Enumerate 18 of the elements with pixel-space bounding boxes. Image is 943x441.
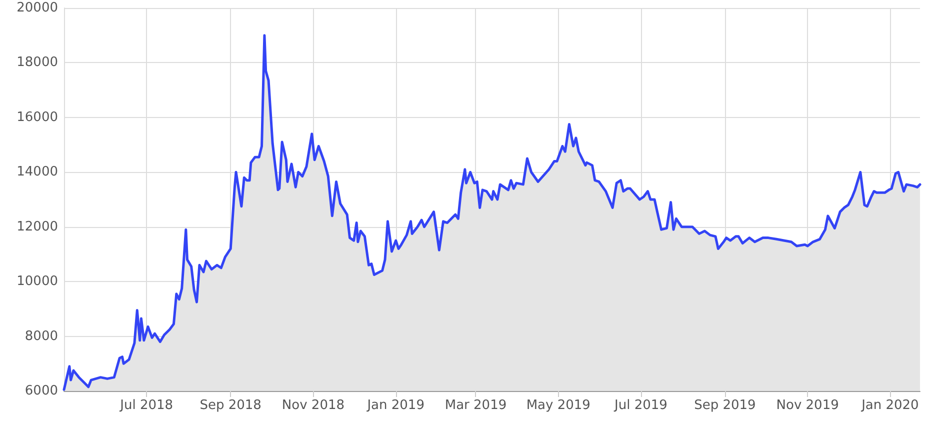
x-tick-label: Sep 2019 xyxy=(694,398,756,413)
y-tick-label: 8000 xyxy=(24,328,58,344)
x-tick-label: Jul 2019 xyxy=(614,398,668,413)
x-tick-label: Nov 2018 xyxy=(282,398,345,413)
y-tick-label: 12000 xyxy=(16,219,58,234)
y-tick-label: 14000 xyxy=(16,164,58,180)
x-tick-label: Nov 2019 xyxy=(776,398,839,413)
x-tick-label: May 2019 xyxy=(526,398,590,413)
x-tick-label: Jan 2019 xyxy=(366,398,424,413)
x-tick-label: Sep 2018 xyxy=(200,398,262,413)
x-tick-label: Mar 2019 xyxy=(444,398,507,413)
x-tick-label: Jul 2018 xyxy=(119,398,174,413)
x-tick-label: Jan 2020 xyxy=(860,398,919,413)
y-tick-label: 10000 xyxy=(16,274,58,290)
y-tick-label: 20000 xyxy=(16,0,58,16)
y-tick-label: 18000 xyxy=(16,55,58,70)
y-tick-label: 16000 xyxy=(16,110,58,125)
y-tick-label: 6000 xyxy=(24,384,58,398)
